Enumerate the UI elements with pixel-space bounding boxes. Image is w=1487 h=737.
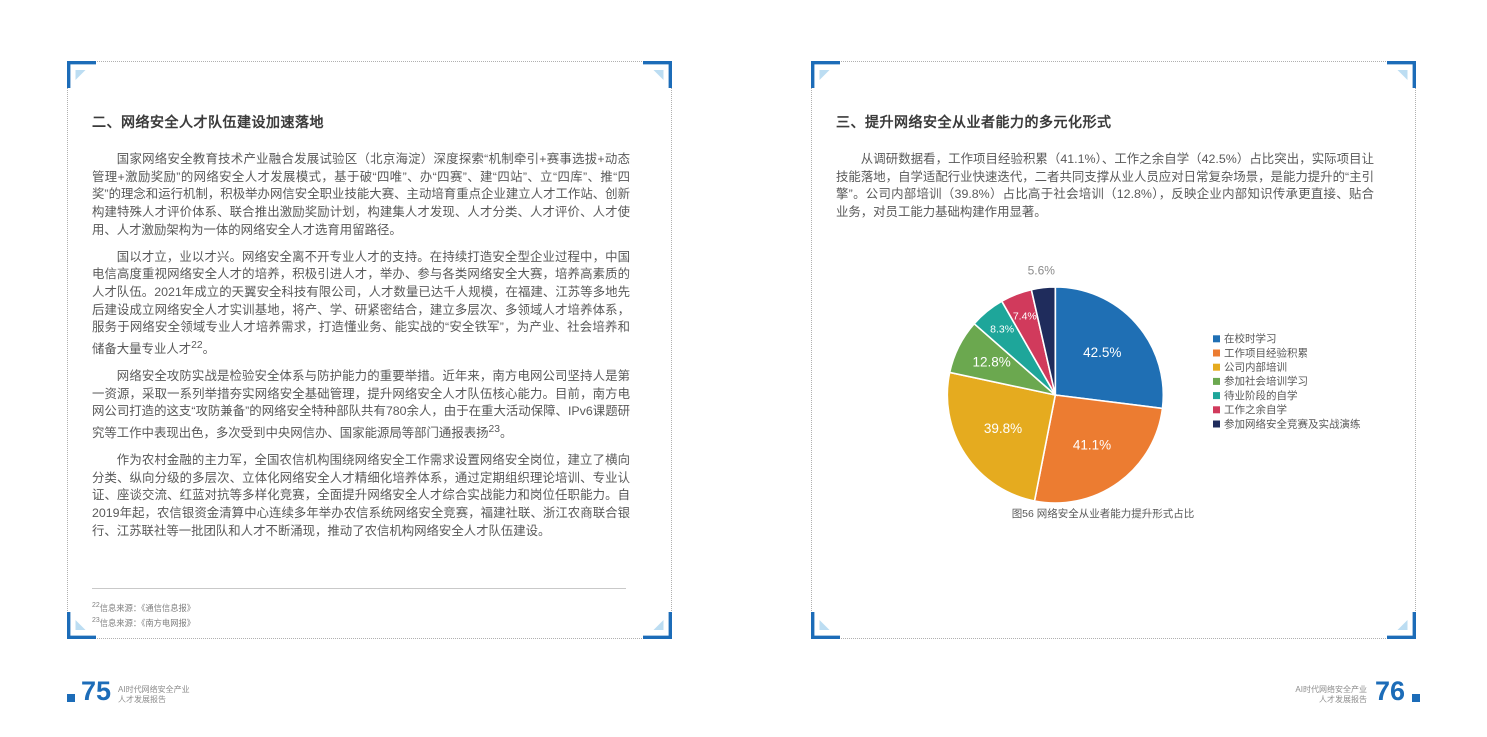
svg-text:12.8%: 12.8% bbox=[972, 355, 1010, 370]
svg-text:5.6%: 5.6% bbox=[1028, 265, 1056, 278]
svg-text:42.5%: 42.5% bbox=[1083, 345, 1121, 360]
svg-text:待业阶段的自学: 待业阶段的自学 bbox=[1224, 389, 1298, 402]
svg-text:41.1%: 41.1% bbox=[1073, 437, 1111, 452]
svg-text:参加社会培训学习: 参加社会培训学习 bbox=[1224, 375, 1308, 388]
svg-text:公司内部培训: 公司内部培训 bbox=[1224, 360, 1287, 373]
svg-text:参加网络安全竞赛及实战演练: 参加网络安全竞赛及实战演练 bbox=[1224, 417, 1361, 430]
svg-text:39.8%: 39.8% bbox=[984, 421, 1022, 436]
svg-text:在校时学习: 在校时学习 bbox=[1224, 332, 1277, 345]
svg-text:工作之余自学: 工作之余自学 bbox=[1224, 403, 1287, 416]
svg-text:7.4%: 7.4% bbox=[1013, 310, 1037, 322]
svg-text:工作项目经验积累: 工作项目经验积累 bbox=[1224, 346, 1308, 359]
svg-text:8.3%: 8.3% bbox=[990, 323, 1014, 335]
